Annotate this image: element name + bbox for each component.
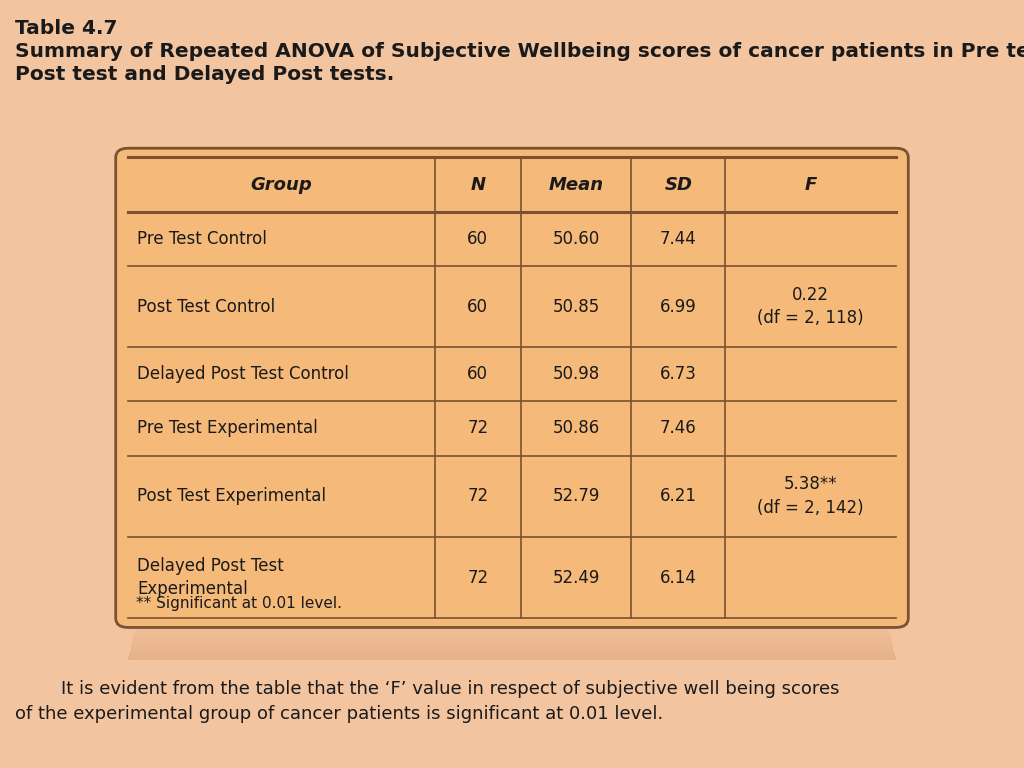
Text: Pre Test Control: Pre Test Control [137,230,267,248]
Text: ** Significant at 0.01 level.: ** Significant at 0.01 level. [136,595,342,611]
Text: 6.99: 6.99 [660,297,696,316]
Text: 60: 60 [467,366,488,383]
Text: 72: 72 [467,487,488,505]
Text: SD: SD [665,176,692,194]
Text: 50.85: 50.85 [552,297,600,316]
Text: Delayed Post Test Control: Delayed Post Test Control [137,366,349,383]
Text: Mean: Mean [549,176,603,194]
Text: 5.38**
(df = 2, 142): 5.38** (df = 2, 142) [758,475,864,517]
Text: Post Test Control: Post Test Control [137,297,275,316]
Text: Summary of Repeated ANOVA of Subjective Wellbeing scores of cancer patients in P: Summary of Repeated ANOVA of Subjective … [15,42,1024,61]
Text: Table 4.7: Table 4.7 [15,19,118,38]
Text: 6.14: 6.14 [659,568,697,587]
Text: 6.73: 6.73 [659,366,697,383]
Text: 50.86: 50.86 [552,419,600,438]
Text: 0.22
(df = 2, 118): 0.22 (df = 2, 118) [758,286,864,327]
Text: 52.49: 52.49 [552,568,600,587]
Text: N: N [470,176,485,194]
Text: Group: Group [251,176,312,194]
Text: Post Test Experimental: Post Test Experimental [137,487,327,505]
Text: Post test and Delayed Post tests.: Post test and Delayed Post tests. [15,65,394,84]
Text: 50.98: 50.98 [552,366,600,383]
Text: 50.60: 50.60 [552,230,600,248]
Text: 7.44: 7.44 [660,230,696,248]
Text: 72: 72 [467,419,488,438]
Text: 60: 60 [467,297,488,316]
Text: Pre Test Experimental: Pre Test Experimental [137,419,318,438]
Text: F: F [805,176,817,194]
Text: Delayed Post Test
Experimental: Delayed Post Test Experimental [137,557,284,598]
Text: 72: 72 [467,568,488,587]
Text: 7.46: 7.46 [660,419,696,438]
Text: 6.21: 6.21 [659,487,697,505]
Text: 52.79: 52.79 [552,487,600,505]
Text: 60: 60 [467,230,488,248]
Text: It is evident from the table that the ‘F’ value in respect of subjective well be: It is evident from the table that the ‘F… [15,680,840,723]
